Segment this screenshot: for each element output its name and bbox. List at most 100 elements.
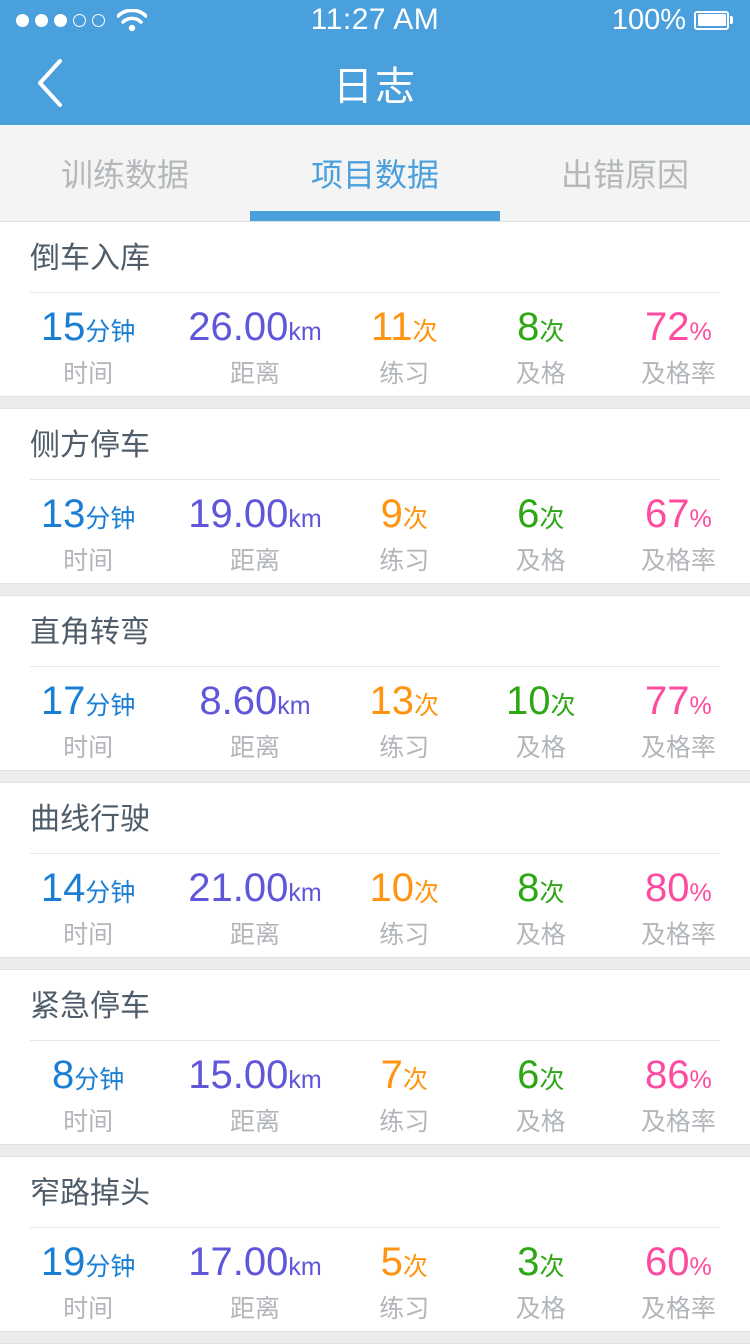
stat-value: 13	[40, 492, 86, 536]
stat-value: 19.00	[188, 492, 289, 536]
stat-unit: %	[689, 692, 712, 720]
stat-练习: 11 次练习	[334, 305, 475, 388]
stat-value: 5	[380, 1240, 403, 1284]
stat-value: 86	[644, 1053, 690, 1097]
stat-距离: 17.00 km 距离	[176, 1240, 334, 1323]
back-button[interactable]	[24, 40, 74, 125]
stat-label: 及格	[515, 921, 566, 949]
stat-label: 及格率	[640, 1108, 716, 1136]
stat-unit: 次	[539, 505, 565, 533]
stat-时间: 17 分钟时间	[0, 679, 176, 762]
stat-unit: 分钟	[85, 692, 136, 720]
project-title: 倒车入库	[30, 242, 150, 275]
stat-时间: 8 分钟 时间	[0, 1053, 176, 1136]
stat-练习: 7 次练习	[334, 1053, 475, 1136]
back-chevron-icon	[38, 58, 62, 107]
stat-unit: km	[288, 1253, 322, 1281]
stat-时间: 15 分钟 时间	[0, 305, 176, 388]
stat-及格: 8 次及格	[475, 866, 607, 949]
stat-label: 练习	[379, 734, 430, 762]
stat-value: 17.00	[188, 1240, 289, 1284]
stat-练习: 9 次练习	[334, 492, 475, 575]
project-card: 直角转弯 17 分钟 时间 8.60 km 距离 13 次练习 10 次及格 77% 及格率	[0, 596, 750, 770]
stat-label: 及格率	[640, 1295, 716, 1323]
stat-label: 及格	[515, 1108, 566, 1136]
signal-dot	[73, 13, 86, 27]
stat-unit: %	[689, 879, 712, 907]
project-title: 曲线行驶	[30, 803, 150, 836]
stat-label: 及格	[515, 360, 566, 388]
divider	[30, 1040, 720, 1041]
stat-value: 11	[370, 305, 413, 349]
stat-label: 及格	[515, 1295, 566, 1323]
stat-value: 6	[517, 1053, 540, 1097]
stat-unit: 次	[412, 318, 438, 346]
stat-value: 6	[517, 492, 540, 536]
stat-label: 距离	[229, 1108, 280, 1136]
signal-dot	[92, 13, 105, 27]
tab-bar: 训练数据 项目数据 出错原因	[0, 125, 750, 222]
section-separator	[0, 396, 750, 409]
stat-label: 时间	[63, 734, 114, 762]
stat-距离: 15.00 km 距离	[176, 1053, 334, 1136]
stat-value: 7	[380, 1053, 403, 1097]
stat-及格率: 60% 及格率	[607, 1240, 750, 1323]
battery-icon	[694, 10, 734, 30]
stat-时间: 14 分钟 时间	[0, 866, 176, 949]
section-separator	[0, 1331, 750, 1344]
stat-value: 9	[380, 492, 403, 536]
section-separator	[0, 583, 750, 596]
stat-label: 距离	[229, 921, 280, 949]
stat-unit: 分钟	[85, 1253, 136, 1281]
sections-list: 倒车入库 15 分钟 时间 26.00 km 距离 11 次练习 8 次及格 72% 及格率 侧方停车 13…	[0, 222, 750, 1344]
stat-label: 距离	[229, 1295, 280, 1323]
stat-value: 60	[644, 1240, 690, 1284]
stat-label: 及格率	[640, 360, 716, 388]
tab-训练数据[interactable]: 训练数据	[0, 125, 250, 221]
page-title: 日志	[333, 64, 417, 109]
signal-dot	[16, 13, 29, 27]
stats-row: 17 分钟 时间 8.60 km 距离 13 次练习 10 次及格 77% 及格率	[0, 679, 750, 762]
tab-label: 出错原因	[560, 157, 689, 193]
tab-项目数据[interactable]: 项目数据	[250, 125, 500, 221]
stat-value: 80	[644, 866, 690, 910]
project-title: 直角转弯	[30, 616, 150, 649]
stat-unit: 次	[402, 1066, 428, 1094]
stat-unit: %	[689, 1253, 712, 1281]
stat-label: 及格	[515, 734, 566, 762]
stat-label: 练习	[379, 921, 430, 949]
stat-value: 15.00	[188, 1053, 289, 1097]
tab-出错原因[interactable]: 出错原因	[500, 125, 750, 221]
stat-label: 时间	[63, 360, 114, 388]
stat-距离: 21.00 km 距离	[176, 866, 334, 949]
stat-unit: %	[689, 1066, 712, 1094]
stat-及格率: 86% 及格率	[607, 1053, 750, 1136]
tab-label: 训练数据	[60, 157, 189, 193]
stat-label: 练习	[379, 547, 430, 575]
stat-unit: 次	[413, 879, 439, 907]
stat-练习: 13 次练习	[334, 679, 475, 762]
project-card: 曲线行驶 14 分钟 时间 21.00 km 距离 10 次练习 8 次及格 80% 及格率	[0, 783, 750, 957]
stat-unit: km	[288, 505, 322, 533]
stat-value: 21.00	[188, 866, 289, 910]
project-card: 侧方停车 13 分钟 时间 19.00 km 距离 9 次练习 6 次及格 67% 及格率	[0, 409, 750, 583]
stat-value: 15	[40, 305, 86, 349]
wifi-icon	[117, 8, 147, 32]
stats-row: 8 分钟 时间 15.00 km 距离 7 次练习 6 次及格 86% 及格率	[0, 1053, 750, 1136]
stat-unit: 次	[539, 318, 565, 346]
stat-unit: 分钟	[85, 505, 136, 533]
stat-label: 距离	[229, 547, 280, 575]
stat-距离: 8.60 km 距离	[176, 679, 334, 762]
stat-label: 及格率	[640, 547, 716, 575]
stat-unit: 次	[539, 1253, 565, 1281]
stat-及格: 6 次及格	[475, 1053, 607, 1136]
status-bar: 11:27 AM 100%	[0, 0, 750, 40]
stat-value: 8	[517, 866, 540, 910]
project-card: 紧急停车 8 分钟 时间 15.00 km 距离 7 次练习 6 次及格 86% 及格率	[0, 970, 750, 1144]
stat-unit: 次	[402, 1253, 428, 1281]
stat-value: 10	[505, 679, 551, 723]
section-separator	[0, 770, 750, 783]
section-separator	[0, 1144, 750, 1157]
stat-value: 17	[40, 679, 86, 723]
stat-unit: 次	[402, 505, 428, 533]
